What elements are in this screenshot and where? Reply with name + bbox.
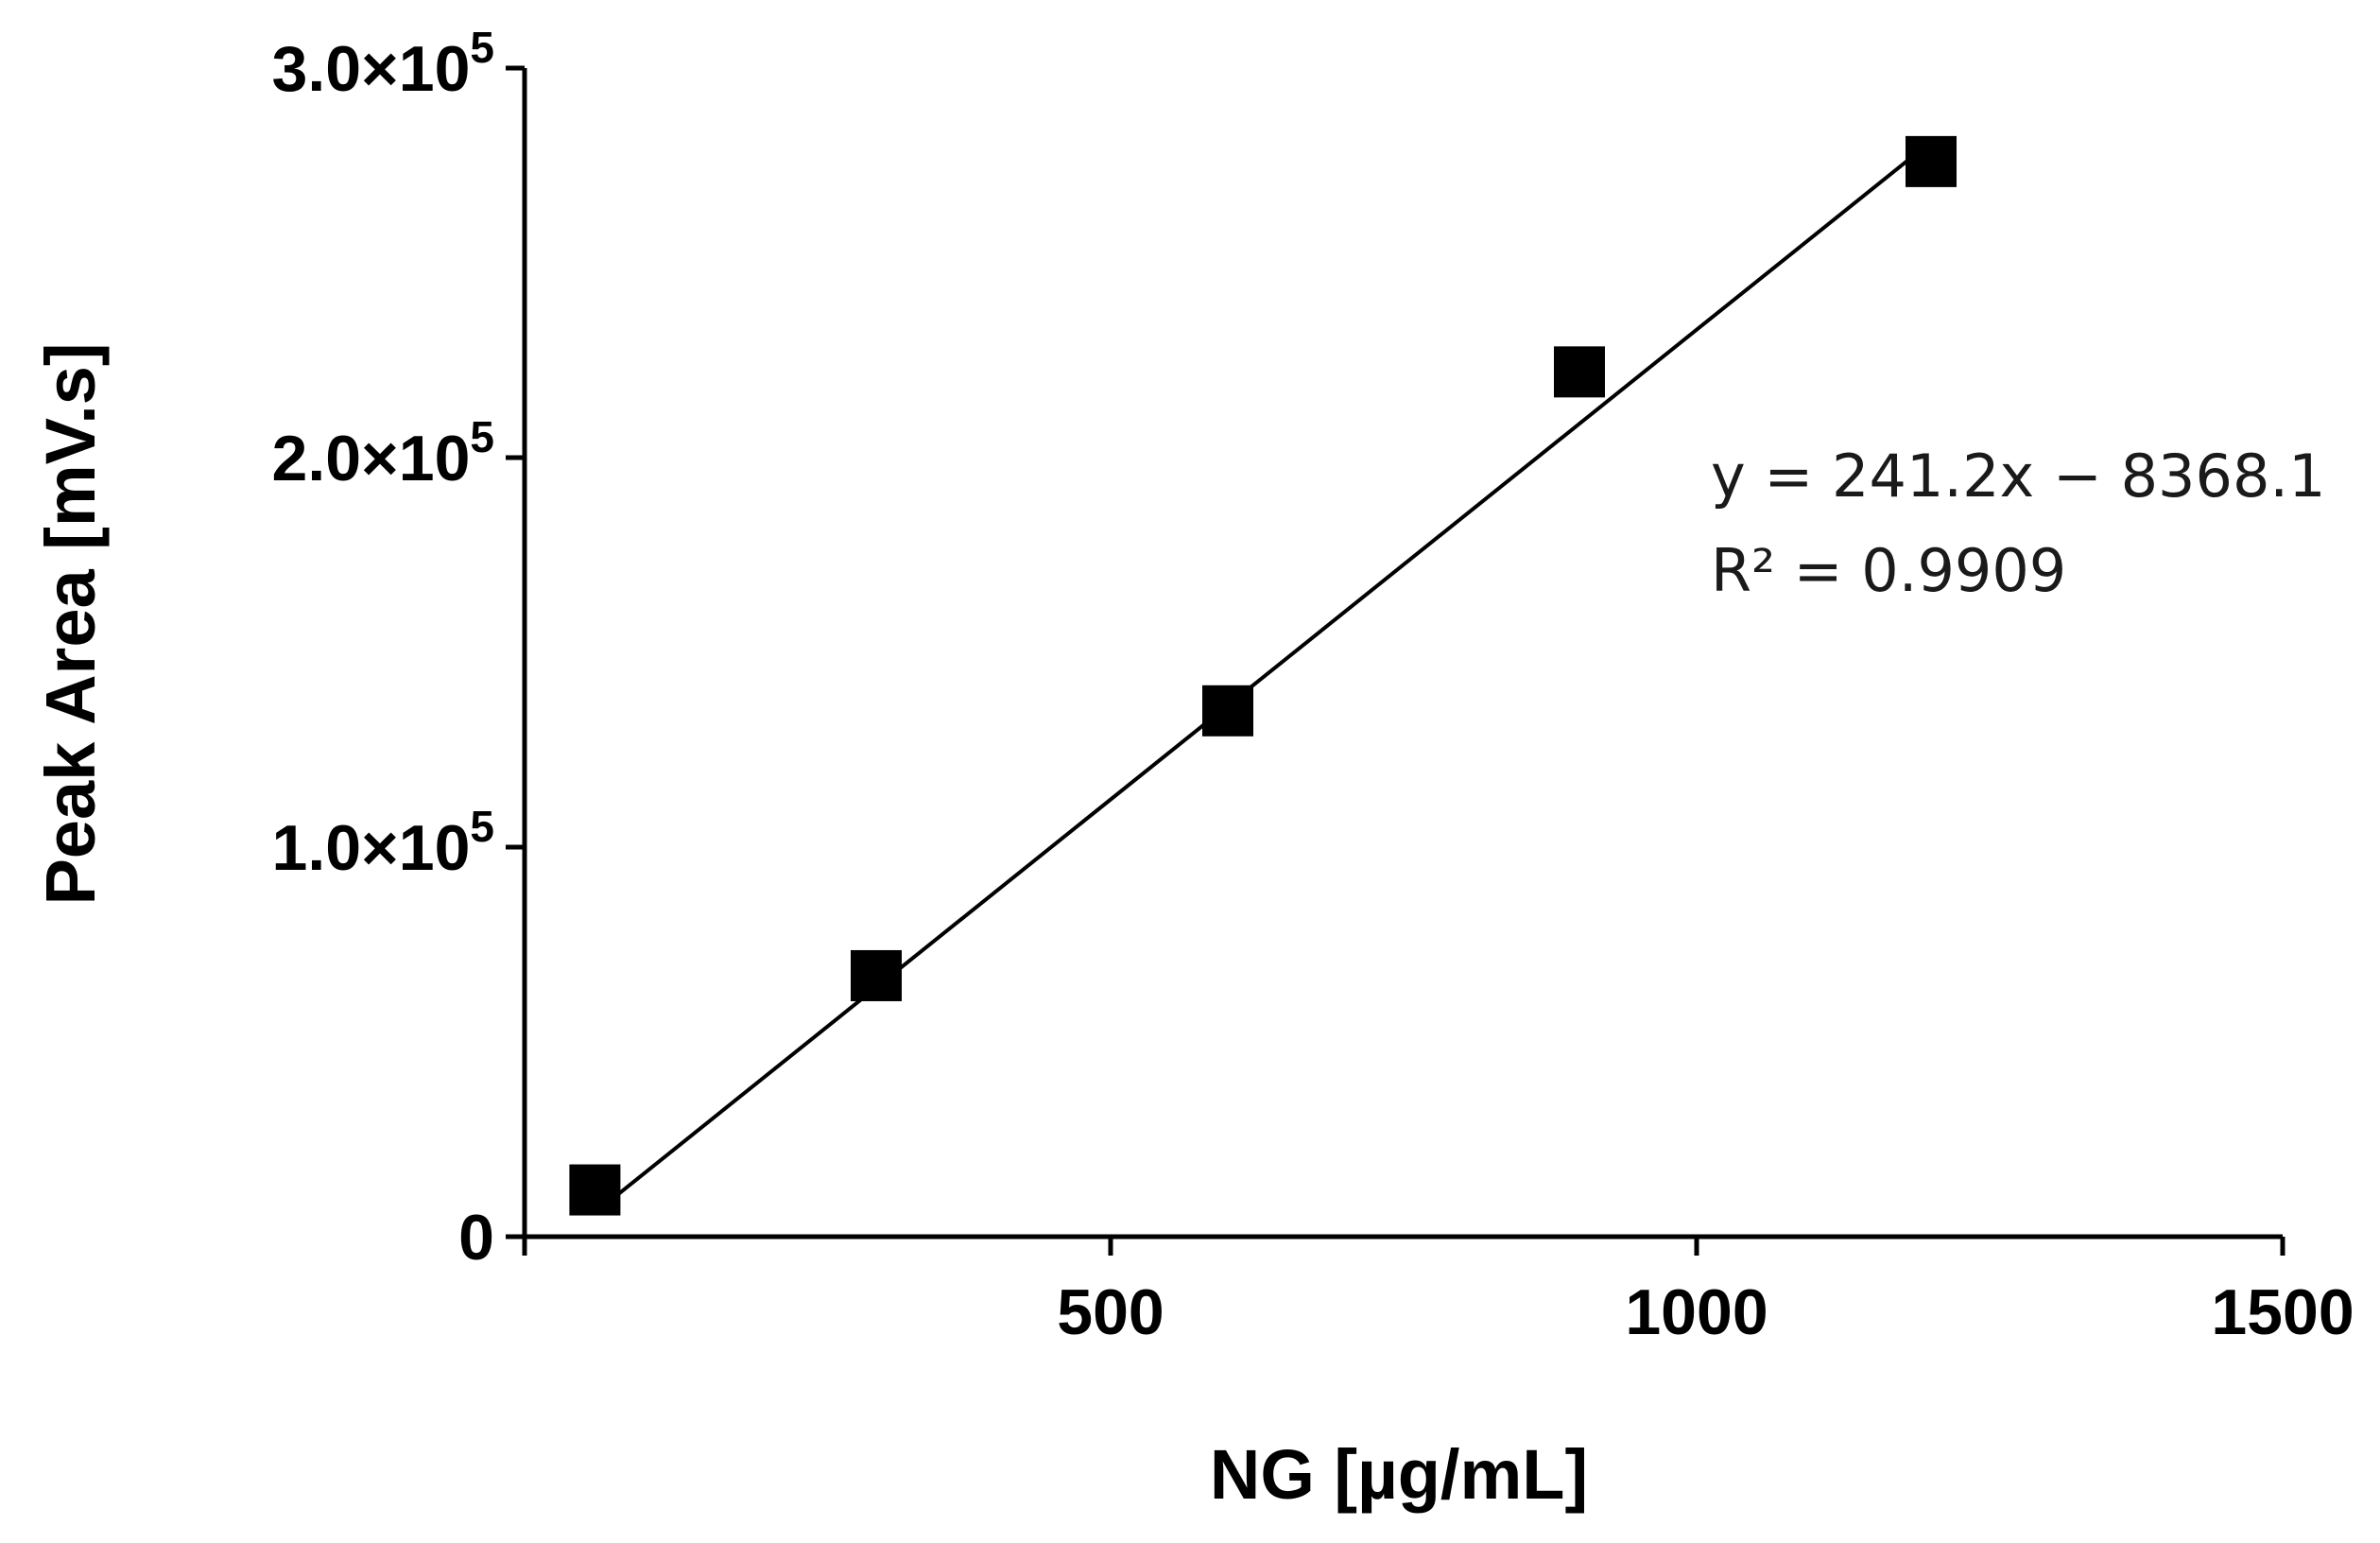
r-squared-annotation: R² = 0.9909 — [1711, 536, 2066, 605]
data-point — [569, 1164, 621, 1216]
y-tick-label: 2.0×105 — [272, 412, 494, 494]
y-axis-label: Peak Area [mV.s] — [31, 342, 110, 905]
x-tick-label: 1500 — [2211, 1276, 2354, 1348]
data-points — [569, 135, 1957, 1216]
data-point — [851, 949, 902, 1001]
trendline — [594, 140, 1933, 1215]
y-tick-label: 3.0×105 — [272, 23, 494, 105]
x-axis-label: NG [µg/mL] — [1210, 1435, 1588, 1514]
x-tick-label: 500 — [1057, 1276, 1164, 1348]
data-point — [1202, 685, 1253, 737]
trendline-group — [594, 140, 1933, 1215]
labels: NG [µg/mL] Peak Area [mV.s] y = 241.2x −… — [31, 342, 2326, 1514]
y-tick-label: 1.0×105 — [272, 802, 494, 884]
x-tick-label: 1000 — [1625, 1276, 1768, 1348]
axes: 500 1000 1500 0 1.0×105 2.0×105 3.0×105 — [272, 23, 2354, 1348]
data-point — [1554, 346, 1605, 398]
data-point — [1906, 135, 1957, 187]
equation-annotation: y = 241.2x − 8368.1 — [1711, 442, 2326, 511]
y-tick-label: 0 — [458, 1202, 494, 1274]
